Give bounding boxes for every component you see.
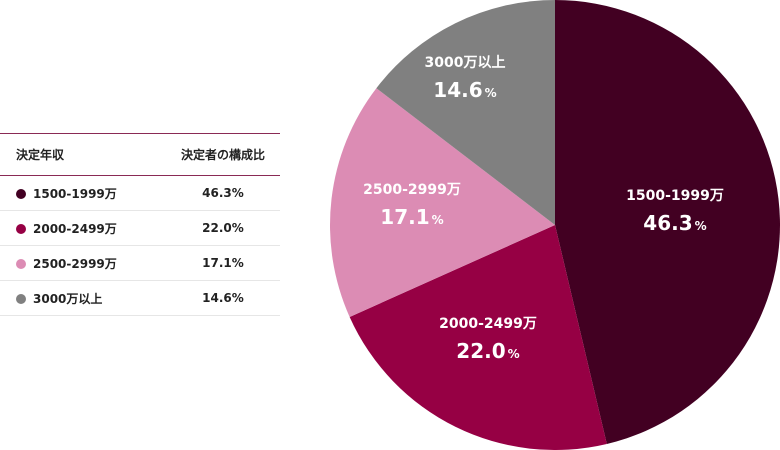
legend-label-cell: 2500-2999万 [0,245,166,281]
slice-label-value: 46.3% [643,211,706,235]
slice-1500-1999 [555,0,780,444]
slice-label-group: 2500-2999万 17.1% [363,182,461,229]
slice-label-name: 3000万以上 [425,55,506,71]
legend-value: 17.1% [166,245,280,281]
legend-label: 2000-2499万 [33,221,117,236]
legend-dot-1500-1999 [16,188,26,199]
legend-label-cell: 1500-1999万 [0,175,166,211]
legend-label: 1500-1999万 [33,186,117,201]
legend-dot-2500-2999 [16,258,26,269]
slice-label-name: 1500-1999万 [626,188,724,204]
legend-label-cell: 3000万以上 [0,280,166,316]
legend-value: 22.0% [166,210,280,246]
legend-label-cell: 2000-2499万 [0,210,166,246]
legend-value: 14.6% [166,280,280,316]
header-annual-income: 決定年収 [0,133,166,176]
legend-row: 2500-2999万 17.1% [0,245,280,281]
slice-label-group: 3000万以上 14.6% [425,55,506,102]
slice-label-group: 2000-2499万 22.0% [439,316,537,363]
legend-row: 2000-2499万 22.0% [0,210,280,246]
legend-dot-3000-plus [16,293,26,304]
legend-header-row: 決定年収 決定者の構成比 [0,133,280,176]
header-share: 決定者の構成比 [166,133,280,176]
legend-value: 46.3% [166,175,280,211]
slice-label-value: 17.1% [380,205,443,229]
slice-label-group: 1500-1999万 46.3% [626,188,724,235]
slice-2500-2999 [330,88,555,317]
slice-label-name: 2500-2999万 [363,182,461,198]
legend-row: 1500-1999万 46.3% [0,175,280,211]
slice-label-name: 2000-2499万 [439,316,537,332]
slice-label-value: 14.6% [433,78,496,102]
legend-label: 3000万以上 [33,291,103,306]
legend-table: 決定年収 決定者の構成比 1500-1999万 46.3% 2000-2499万… [0,133,280,316]
pie-chart: 1500-1999万 46.3 % 2000-2499万 22.0 % 2500-2999万… [330,0,780,450]
slice-label-value: 22.0% [456,339,519,363]
legend-dot-2000-2499 [16,223,26,234]
legend-row: 3000万以上 14.6% [0,280,280,316]
slice-2000-2499 [349,225,607,450]
slice-3000-plus [376,0,555,225]
legend-label: 2500-2999万 [33,256,117,271]
